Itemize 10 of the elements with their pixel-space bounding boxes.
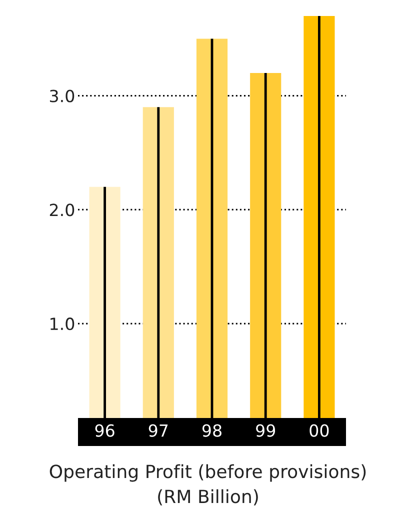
- y-tick-label: 2.0: [50, 204, 74, 216]
- y-tick-label: 1.0: [50, 318, 74, 330]
- x-tick-label: 99: [256, 424, 276, 437]
- x-tick-label: 98: [202, 424, 222, 437]
- x-tick-label: 96: [95, 424, 114, 437]
- text: Operating Profit (before provisions): [50, 464, 366, 482]
- x-tick-label: 00: [310, 424, 329, 437]
- y-tick-label: 3.0: [50, 90, 74, 102]
- x-tick-label: 97: [148, 424, 168, 437]
- text: (RM Billion): [158, 489, 258, 506]
